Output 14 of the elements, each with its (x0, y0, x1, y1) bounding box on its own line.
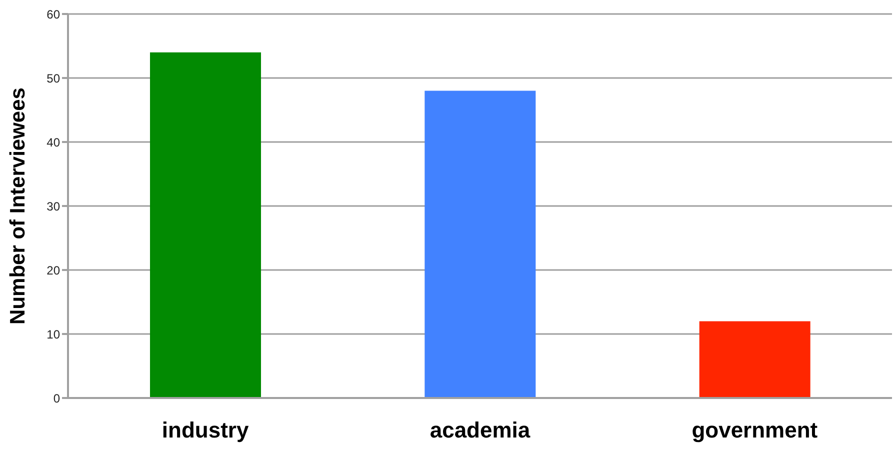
y-tick-label: 50 (46, 71, 60, 86)
bar (424, 90, 536, 398)
y-tick-label: 20 (46, 263, 60, 278)
y-tick-label: 60 (46, 7, 60, 22)
y-tick-label: 30 (46, 199, 60, 214)
x-tick-label: government (692, 418, 818, 443)
y-axis-title: Number of Interviewees (6, 88, 30, 324)
x-tick-label: academia (430, 418, 531, 443)
x-tick-label: industry (162, 418, 250, 443)
y-tick-label: 0 (53, 391, 60, 406)
y-tick-label: 40 (46, 135, 60, 150)
y-tick-label: 10 (46, 327, 60, 342)
bar (699, 321, 810, 398)
bar (150, 52, 261, 398)
